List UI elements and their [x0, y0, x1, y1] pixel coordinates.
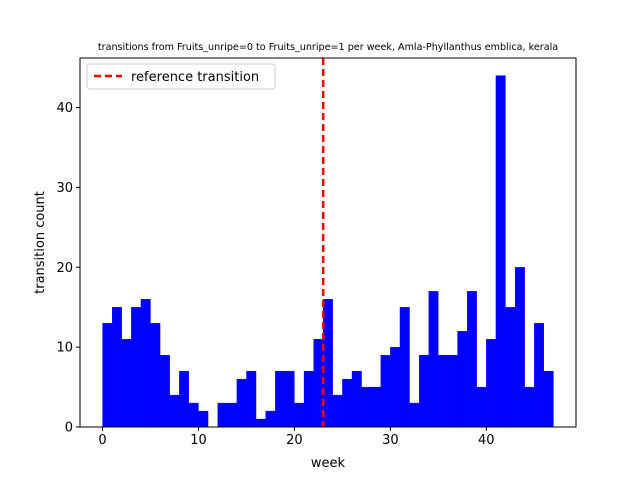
legend-box — [86, 63, 276, 90]
x-tick-label-10: 10 — [190, 433, 207, 448]
x-tick-label-40: 40 — [478, 433, 495, 448]
bar-week-21 — [303, 370, 314, 428]
bar-week-20 — [294, 402, 305, 428]
bar-week-42 — [505, 307, 516, 428]
bar-week-5 — [150, 323, 161, 428]
x-axis-label: week — [311, 456, 346, 471]
bar-week-1 — [111, 307, 122, 428]
bar-week-12 — [217, 402, 228, 428]
x-tick-label-30: 30 — [382, 433, 399, 448]
bar-week-26 — [351, 370, 362, 428]
bar-week-30 — [390, 346, 401, 428]
bar-week-35 — [438, 354, 449, 428]
bar-week-0 — [102, 323, 113, 428]
chart-title: transitions from Fruits_unripe=0 to Frui… — [98, 42, 558, 53]
bar-week-18 — [275, 370, 285, 428]
legend-label-reference-transition: reference transition — [131, 70, 259, 85]
bar-week-9 — [188, 402, 199, 428]
bar-week-46 — [543, 370, 554, 428]
bar-week-34 — [428, 291, 439, 428]
bar-week-44 — [524, 386, 535, 428]
bar-week-4 — [140, 299, 151, 428]
bar-week-37 — [457, 331, 468, 428]
bar-week-38 — [466, 291, 477, 428]
bar-week-16 — [255, 418, 266, 428]
bar-week-17 — [265, 410, 276, 428]
x-tick-label-0: 0 — [98, 433, 106, 448]
bar-week-41 — [495, 75, 506, 428]
bar-week-6 — [159, 354, 170, 428]
bar-week-43 — [514, 267, 525, 428]
bar-week-25 — [342, 378, 353, 428]
bar-week-24 — [332, 394, 343, 428]
bar-week-13 — [227, 402, 238, 428]
y-tick-label-20: 20 — [56, 261, 73, 276]
bar-week-3 — [131, 307, 142, 428]
y-tick-label-40: 40 — [56, 101, 73, 116]
bar-week-33 — [418, 354, 429, 428]
bar-week-22 — [313, 338, 324, 428]
y-tick-label-10: 10 — [56, 341, 73, 356]
bar-week-39 — [476, 386, 487, 428]
y-tick-label-0: 0 — [65, 421, 73, 436]
bar-week-27 — [361, 386, 372, 428]
bar-week-19 — [284, 370, 295, 428]
bar-series — [102, 75, 554, 428]
bar-week-45 — [534, 323, 545, 428]
bar-week-29 — [380, 354, 391, 428]
bar-week-28 — [371, 386, 381, 428]
bar-week-10 — [198, 410, 209, 428]
bar-week-8 — [179, 370, 190, 428]
axes-frame — [79, 57, 577, 428]
bar-week-23 — [323, 299, 333, 428]
legend: reference transition — [86, 63, 276, 90]
bar-week-36 — [447, 354, 458, 428]
bar-week-7 — [169, 394, 180, 428]
bar-week-14 — [236, 378, 247, 428]
bar-week-40 — [486, 338, 497, 428]
bar-week-2 — [121, 338, 132, 428]
x-axis-ticks: 0 10 20 30 40 — [98, 427, 495, 448]
bar-week-32 — [409, 402, 420, 428]
y-axis-ticks: 0 10 20 30 40 — [56, 101, 80, 436]
bar-week-15 — [246, 370, 257, 428]
bar-week-31 — [399, 307, 410, 428]
y-tick-label-30: 30 — [56, 181, 73, 196]
x-tick-label-20: 20 — [286, 433, 303, 448]
y-axis-label: transition count — [33, 191, 48, 294]
